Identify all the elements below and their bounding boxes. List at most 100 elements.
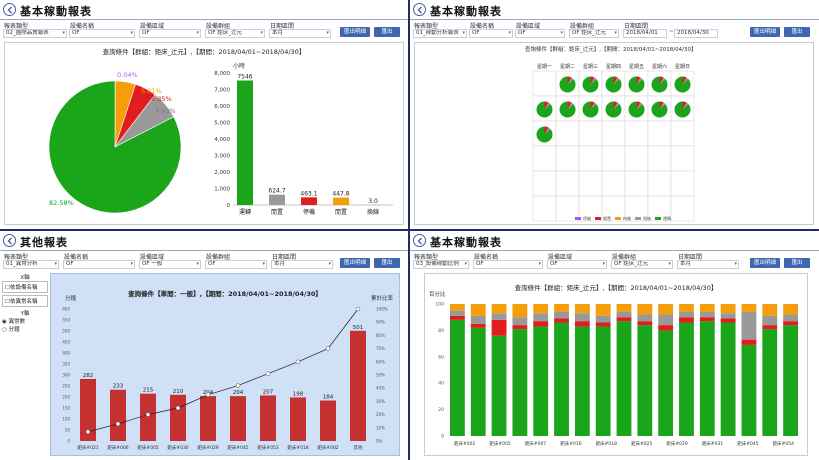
cumulative-point [295,359,301,365]
y-right-label: 累計比率 [370,296,393,302]
bar-value-label: 7546 [237,73,252,80]
option-label: 依設備名稱 [9,285,38,291]
y-axis-option[interactable]: ○ 分鐘 [2,327,20,333]
day-pie-slice [590,77,597,85]
back-icon[interactable] [413,3,426,16]
stacked-bar-segment [699,311,715,318]
equipment-name-select[interactable]: OF ▾ [69,29,135,38]
equipment-name-select[interactable]: OF ▾ [473,260,543,269]
report-type-select[interactable]: 02_國際品質報表 ▾ [3,29,67,38]
stacked-bar-segment [720,313,736,319]
y-tick-label: 400 [62,351,70,356]
x-axis-option[interactable]: ☐依異常名稱 [2,295,48,307]
equipment-group-select[interactable]: OF 鉅床_辻元 ▾ [205,29,265,38]
date-start-input[interactable]: 2018/04/01 [623,29,667,38]
select-value: OF [142,30,150,36]
back-icon[interactable] [413,234,426,247]
day-pie-slice [544,101,549,110]
y-axis-label: 百分比 [429,292,446,298]
equipment-group-select[interactable]: OF 鉅床_辻元 ▾ [569,29,619,38]
y-tick-label: 600 [62,307,70,312]
equipment-group-select[interactable]: OF 鉅床_辻元 ▾ [611,260,673,269]
calendar-cell [578,120,603,147]
chevron-down-icon: ▾ [130,30,133,36]
equipment-name-select[interactable]: OF ▾ [469,29,513,38]
stacked-bar-segment [574,304,590,314]
y-right-tick-label: 40% [376,386,385,391]
equipment-name-select[interactable]: OF ▾ [63,260,135,269]
stacked-bar-segment [616,317,632,322]
y-right-tick-label: 30% [376,399,385,404]
cumulative-point [145,412,151,417]
equipment-area-select[interactable]: OF ▾ [547,260,607,269]
stacked-bar-segment [491,335,507,436]
equipment-group-select[interactable]: OF ▾ [205,260,267,269]
y-tick-label: 8,000 [214,71,230,77]
day-pie-slice [636,77,643,85]
chart-area: 查詢條件【群組：鉅床_辻元】,【期間：2018/04/01~2018/04/30… [4,42,404,225]
x-tick-label: 鉅床#045 [737,440,758,447]
select-value: 本月 [274,261,286,267]
day-pie-slice [659,102,666,110]
y-right-tick-label: 60% [376,359,385,364]
x-tick-label: 鉅床#006 [107,444,128,451]
calendar-cell [555,145,580,172]
date-range-select[interactable]: 本月 ▾ [677,260,739,269]
equipment-area-select[interactable]: OF ▾ [515,29,565,38]
stacked-bar-segment [554,311,569,319]
export-detail-button[interactable]: 匯出明細 [750,258,780,268]
export-button[interactable]: 匯出 [784,27,810,37]
option-label: 依異常名稱 [9,299,38,305]
stacked-bar-segment [741,311,757,340]
day-pie-slice [567,101,572,110]
export-button[interactable]: 匯出 [374,258,400,268]
equipment-area-select[interactable]: OF ▾ [139,29,201,38]
x-tick-label: 鉅床#021 [77,444,98,451]
date-end-input[interactable]: 2018/04/30 [674,29,718,38]
option-label: 異常數 [8,319,26,325]
bar [170,394,186,441]
stacked-bar-segment [533,304,549,314]
calendar-cell [532,70,557,97]
panel-header: 基本稼動報表 [0,0,408,20]
bar-value-label: 204 [233,390,244,396]
export-detail-button[interactable]: 匯出明細 [340,258,370,268]
export-button[interactable]: 匯出 [784,258,810,268]
y-tick-label: 7,000 [214,88,230,94]
x-axis-option[interactable]: ☐依設備名稱 [2,281,48,293]
export-button[interactable]: 匯出 [374,27,400,37]
day-pie-slice [682,101,687,110]
equipment-area-select[interactable]: OF 一般 ▾ [139,260,201,269]
report-type-select[interactable]: 01_稼動分析報表 ▾ [413,29,467,38]
y-tick-label: 40 [438,381,444,387]
y-right-tick-label: 10% [376,425,385,430]
report-type-select[interactable]: 01_異常分析 ▾ [3,260,59,269]
panel-header: 其他報表 [0,231,408,251]
y-tick-label: 2,000 [214,170,230,176]
filter-label: 設備群組 [570,23,595,30]
y-right-tick-label: 80% [376,333,385,338]
stacked-bar-segment [450,319,465,436]
stacked-bar-segment [470,315,486,324]
filter-label: 設備區域 [516,23,541,30]
calendar-cell [555,170,580,197]
date-range-select[interactable]: 本月 ▾ [271,260,333,269]
y-tick-label: 450 [62,340,70,345]
input-value: 2018/04/01 [626,30,658,36]
date-range-select[interactable]: 本月 ▾ [269,29,331,38]
date-separator: ~ [669,29,674,35]
report-type-select[interactable]: 03_設備稼動比例 ▾ [413,260,469,269]
y-tick-label: 500 [62,329,70,334]
y-axis-option[interactable]: ◉ 異常數 [2,319,26,325]
filter-label: 設備群組 [206,23,231,30]
stacked-bar-segment [616,311,632,318]
select-value: 03_設備稼動比例 [416,261,459,267]
day-pie-slice [590,101,595,110]
y-tick-label: 60 [438,354,444,360]
day-pie-slice [544,127,551,135]
back-icon[interactable] [3,3,16,16]
back-icon[interactable] [3,234,16,247]
export-detail-button[interactable]: 匯出明細 [750,27,780,37]
filter-bar: 報表類型 01_異常分析 ▾ 設備名稱 OF ▾ 設備區域 OF 一般 ▾ 設備群組 … [0,251,408,273]
export-detail-button[interactable]: 匯出明細 [340,27,370,37]
